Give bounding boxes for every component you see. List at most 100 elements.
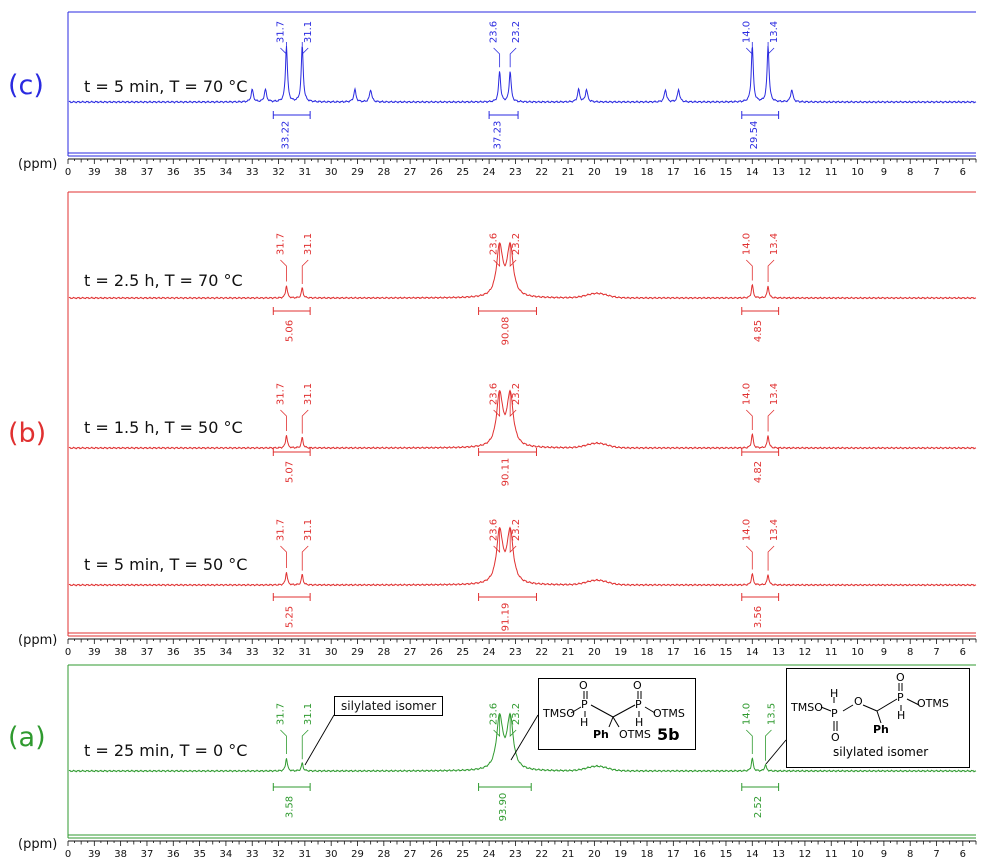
ppm-tick-label: 11 <box>825 167 838 178</box>
spectrum-title-b2: t = 1.5 h, T = 50 °C <box>84 418 243 437</box>
ppm-tick-label: 28 <box>377 167 390 178</box>
structure-5b-tmso: TMSO <box>543 707 575 720</box>
peak-leader-line <box>301 259 309 284</box>
peak-label: 31.1 <box>303 21 314 43</box>
ppm-tick-label: 7 <box>933 849 939 860</box>
structure-silyl-h2: H <box>897 709 906 722</box>
peak-label: 14.0 <box>741 233 752 255</box>
ppm-tick-label: 20 <box>588 849 601 860</box>
annotation-leader-silylated-struct <box>765 739 787 765</box>
peak-leader-line <box>493 392 501 417</box>
peak-leader-line <box>280 409 287 431</box>
structure-silyl-o-top: O <box>896 671 905 684</box>
peak-label: 14.0 <box>741 21 752 43</box>
peak-label: 23.6 <box>489 233 500 255</box>
peak-label: 13.4 <box>769 233 780 255</box>
integral-label: 2.52 <box>753 796 764 818</box>
ppm-tick-label: 17 <box>667 167 680 178</box>
structure-5b-o1: O <box>579 679 588 692</box>
integral-label: 90.08 <box>501 317 512 346</box>
annotation-leader-silylated <box>304 714 335 766</box>
peak-leader-line <box>301 545 309 571</box>
peak-label: 14.0 <box>741 383 752 405</box>
peak-leader-line <box>493 715 501 737</box>
ppm-tick-label: 31 <box>299 167 312 178</box>
ppm-tick-label: 13 <box>772 647 785 658</box>
integral-label: 91.19 <box>501 603 512 632</box>
peak-label: 31.1 <box>303 233 314 255</box>
ppm-tick-label: 29 <box>351 167 364 178</box>
ppm-tick-label: 27 <box>404 647 417 658</box>
ppm-tick-label: 20 <box>588 167 601 178</box>
structure-silylated-bonds <box>820 683 920 731</box>
ppm-tick-label: 9 <box>881 167 887 178</box>
ppm-tick-label: 7 <box>933 167 939 178</box>
peak-label: 31.7 <box>275 703 286 725</box>
structure-silyl-p1: P <box>831 707 838 720</box>
ppm-tick-label: 16 <box>693 849 706 860</box>
annotation-silylated-isomer-text: silylated isomer <box>341 699 437 713</box>
ppm-tick-label: 28 <box>377 647 390 658</box>
ppm-tick-label: 15 <box>720 167 733 178</box>
spectrum-title-b3: t = 5 min, T = 50 °C <box>84 555 248 574</box>
peak-leader-line <box>301 729 309 760</box>
ppm-tick-label: 0 <box>65 167 71 178</box>
ppm-tick-label: 21 <box>562 167 575 178</box>
peak-label: 14.0 <box>741 519 752 541</box>
structure-silyl-h1: H <box>830 687 839 700</box>
ppm-tick-label: 37 <box>141 647 154 658</box>
peak-leader-line <box>493 529 501 553</box>
ppm-tick-label: 27 <box>404 167 417 178</box>
integral-label: 5.06 <box>285 320 296 342</box>
peak-label: 23.6 <box>489 519 500 541</box>
peak-label: 13.4 <box>769 383 780 405</box>
ppm-tick-label: 12 <box>799 167 812 178</box>
structure-5b-box: O O TMSO P P OTMS H H Ph OTMS 5b <box>538 678 696 750</box>
peak-leader-line <box>301 42 309 55</box>
peak-label: 31.1 <box>303 703 314 725</box>
ppm-tick-label: 33 <box>246 849 259 860</box>
ppm-tick-label: 34 <box>220 647 233 658</box>
axis-unit-label-a: (ppm) <box>18 837 58 852</box>
peak-leader-line <box>280 259 287 282</box>
ppm-tick-label: 10 <box>851 849 864 860</box>
spectrum-title-b1: t = 2.5 h, T = 70 °C <box>84 271 243 290</box>
ppm-tick-label: 8 <box>907 647 913 658</box>
ppm-tick-label: 24 <box>483 647 496 658</box>
ppm-tick-label: 14 <box>746 167 759 178</box>
integral-label: 37.23 <box>493 121 504 150</box>
ppm-tick-label: 39 <box>88 849 101 860</box>
ppm-tick-label: 25 <box>456 167 469 178</box>
ppm-tick-label: 14 <box>746 647 759 658</box>
integral-label: 29.54 <box>749 121 760 150</box>
ppm-tick-label: 36 <box>167 167 180 178</box>
structure-5b-p1: P <box>581 698 588 711</box>
ppm-tick-label: 21 <box>562 647 575 658</box>
structure-5b-otms: OTMS <box>653 707 685 720</box>
ppm-tick-label: 12 <box>799 849 812 860</box>
structure-5b-o2: O <box>633 679 642 692</box>
spectrum-title-c: t = 5 min, T = 70 °C <box>84 77 248 96</box>
ppm-tick-label: 29 <box>351 647 364 658</box>
ppm-tick-label: 31 <box>299 849 312 860</box>
spectrum-title-a: t = 25 min, T = 0 °C <box>84 741 248 760</box>
ppm-tick-label: 0 <box>65 647 71 658</box>
ppm-tick-label: 38 <box>114 167 127 178</box>
ppm-tick-label: 24 <box>483 849 496 860</box>
ppm-tick-label: 18 <box>641 167 654 178</box>
peak-label: 13.4 <box>769 21 780 43</box>
ppm-tick-label: 32 <box>272 647 285 658</box>
structure-silyl-ph: Ph <box>873 723 889 736</box>
peak-leader-line <box>509 529 517 553</box>
integral-label: 90.11 <box>501 458 512 487</box>
structure-silyl-o-bot: O <box>831 731 840 744</box>
ppm-tick-label: 18 <box>641 849 654 860</box>
ppm-tick-label: 17 <box>667 849 680 860</box>
ppm-tick-label: 36 <box>167 647 180 658</box>
integral-label: 5.07 <box>285 461 296 483</box>
peak-label: 23.6 <box>489 21 500 43</box>
structure-5b-otms2: OTMS <box>619 728 651 741</box>
peak-leader-line <box>746 42 753 55</box>
